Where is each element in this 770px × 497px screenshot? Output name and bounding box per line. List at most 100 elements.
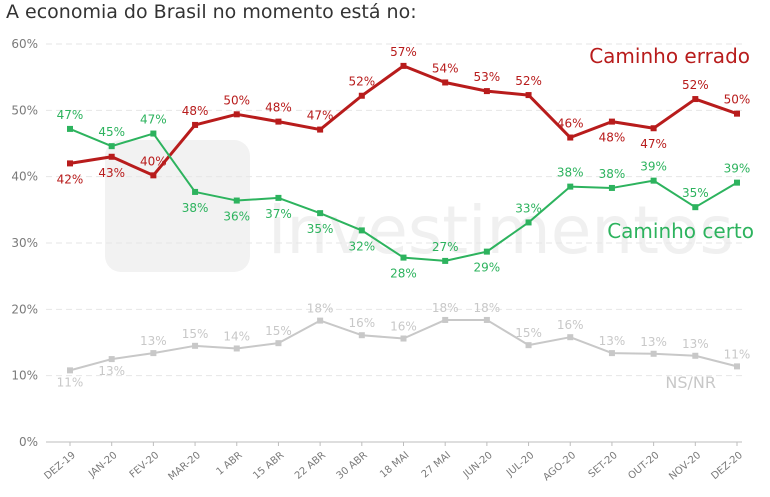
data-point-ns-nr [108, 356, 115, 363]
x-tick-label: JUL-20 [504, 450, 536, 480]
x-tick-label: MAR-20 [167, 450, 203, 483]
data-label-caminho-errado: 50% [724, 93, 751, 107]
data-label-caminho-certo: 37% [265, 207, 292, 221]
data-label-ns-nr: 16% [348, 316, 375, 330]
data-point-caminho-errado [150, 172, 157, 179]
data-point-ns-nr [233, 345, 240, 352]
data-point-caminho-errado [67, 160, 73, 167]
data-point-ns-nr [608, 350, 615, 357]
data-point-ns-nr [192, 342, 199, 349]
data-label-ns-nr: 16% [390, 320, 417, 334]
y-tick-label: 30% [11, 236, 38, 250]
y-tick-label: 0% [19, 435, 38, 449]
y-tick-label: 20% [11, 302, 38, 316]
data-point-caminho-errado [358, 92, 365, 99]
x-tick-label: OUT-20 [626, 450, 661, 482]
watermark: investimentos [105, 140, 734, 272]
data-label-caminho-errado: 40% [140, 154, 167, 168]
x-tick-label: AGO-20 [541, 450, 578, 483]
data-label-ns-nr: 13% [682, 337, 709, 351]
data-label-ns-nr: 13% [140, 334, 167, 348]
data-label-caminho-errado: 48% [182, 104, 209, 118]
y-tick-label: 50% [11, 103, 38, 117]
x-tick-label: JAN-20 [86, 450, 119, 481]
data-label-ns-nr: 13% [640, 335, 667, 349]
data-point-ns-nr [67, 367, 73, 374]
data-point-caminho-certo [567, 183, 574, 190]
data-point-ns-nr [317, 317, 324, 324]
data-label-caminho-errado: 42% [57, 172, 84, 186]
data-point-caminho-certo [108, 143, 115, 150]
data-point-caminho-errado [608, 118, 615, 125]
x-tick-label: 22 ABR [293, 450, 328, 482]
data-label-caminho-certo: 35% [307, 222, 334, 236]
data-point-ns-nr [567, 334, 574, 341]
data-label-ns-nr: 15% [515, 326, 542, 340]
watermark-logo [105, 140, 250, 272]
data-label-ns-nr: 11% [57, 375, 84, 389]
data-point-caminho-errado [275, 118, 282, 125]
series-name-caminho-errado: Caminho errado [589, 44, 750, 68]
data-point-caminho-errado [650, 125, 657, 132]
data-label-caminho-errado: 57% [390, 45, 417, 59]
x-tick-label: FEV-20 [128, 450, 162, 481]
data-point-caminho-errado [317, 126, 324, 133]
data-point-ns-nr [734, 363, 740, 370]
x-tick-label: 18 MAI [378, 450, 411, 480]
x-tick-label: 27 MAI [420, 450, 453, 480]
data-point-ns-nr [275, 340, 282, 347]
data-point-caminho-certo [525, 219, 532, 226]
data-point-caminho-certo [483, 248, 490, 255]
data-label-caminho-certo: 36% [223, 210, 250, 224]
data-point-caminho-errado [400, 62, 407, 69]
watermark-text: investimentos [268, 192, 734, 269]
data-point-ns-nr [650, 350, 657, 357]
data-label-caminho-certo: 38% [182, 201, 209, 215]
data-point-caminho-certo [150, 130, 157, 137]
data-point-ns-nr [150, 350, 157, 357]
data-point-caminho-errado [692, 96, 699, 103]
data-point-caminho-errado [734, 110, 740, 117]
data-label-caminho-errado: 46% [557, 117, 584, 131]
data-point-ns-nr [400, 335, 407, 342]
data-label-caminho-certo: 29% [474, 261, 501, 275]
data-label-caminho-certo: 33% [515, 201, 542, 215]
data-point-caminho-errado [483, 88, 490, 95]
grid [46, 43, 742, 377]
data-point-ns-nr [525, 342, 532, 349]
data-label-ns-nr: 18% [432, 301, 459, 315]
data-point-ns-nr [442, 316, 449, 323]
data-label-caminho-certo: 27% [432, 240, 459, 254]
data-label-caminho-certo: 47% [57, 108, 84, 122]
data-point-caminho-certo [442, 257, 449, 264]
data-label-caminho-errado: 53% [474, 70, 501, 84]
data-point-caminho-certo [358, 227, 365, 234]
data-point-caminho-errado [233, 111, 240, 118]
data-label-caminho-errado: 54% [432, 61, 459, 75]
data-label-caminho-errado: 52% [682, 78, 709, 92]
data-label-caminho-certo: 38% [599, 167, 626, 181]
x-tick-label: 1 ABR [214, 450, 244, 478]
data-point-caminho-errado [192, 121, 199, 128]
data-label-caminho-certo: 47% [140, 113, 167, 127]
y-tick-label: 10% [11, 369, 38, 383]
data-label-caminho-errado: 47% [307, 109, 334, 123]
y-tick-label: 60% [11, 37, 38, 51]
data-label-caminho-certo: 32% [348, 239, 375, 253]
data-point-caminho-certo [192, 188, 199, 195]
data-label-ns-nr: 16% [557, 318, 584, 332]
data-point-caminho-errado [442, 79, 449, 86]
data-label-ns-nr: 13% [599, 334, 626, 348]
data-point-caminho-certo [650, 177, 657, 184]
data-label-caminho-errado: 48% [265, 101, 292, 115]
data-label-caminho-certo: 35% [682, 186, 709, 200]
data-label-ns-nr: 11% [724, 347, 751, 361]
data-label-caminho-errado: 50% [223, 93, 250, 107]
x-tick-label: DEZ-19 [42, 450, 77, 482]
data-point-caminho-errado [108, 153, 115, 160]
x-tick-label: 30 ABR [335, 450, 370, 482]
data-label-ns-nr: 18% [307, 302, 334, 316]
series [67, 62, 740, 374]
data-label-ns-nr: 14% [223, 329, 250, 343]
